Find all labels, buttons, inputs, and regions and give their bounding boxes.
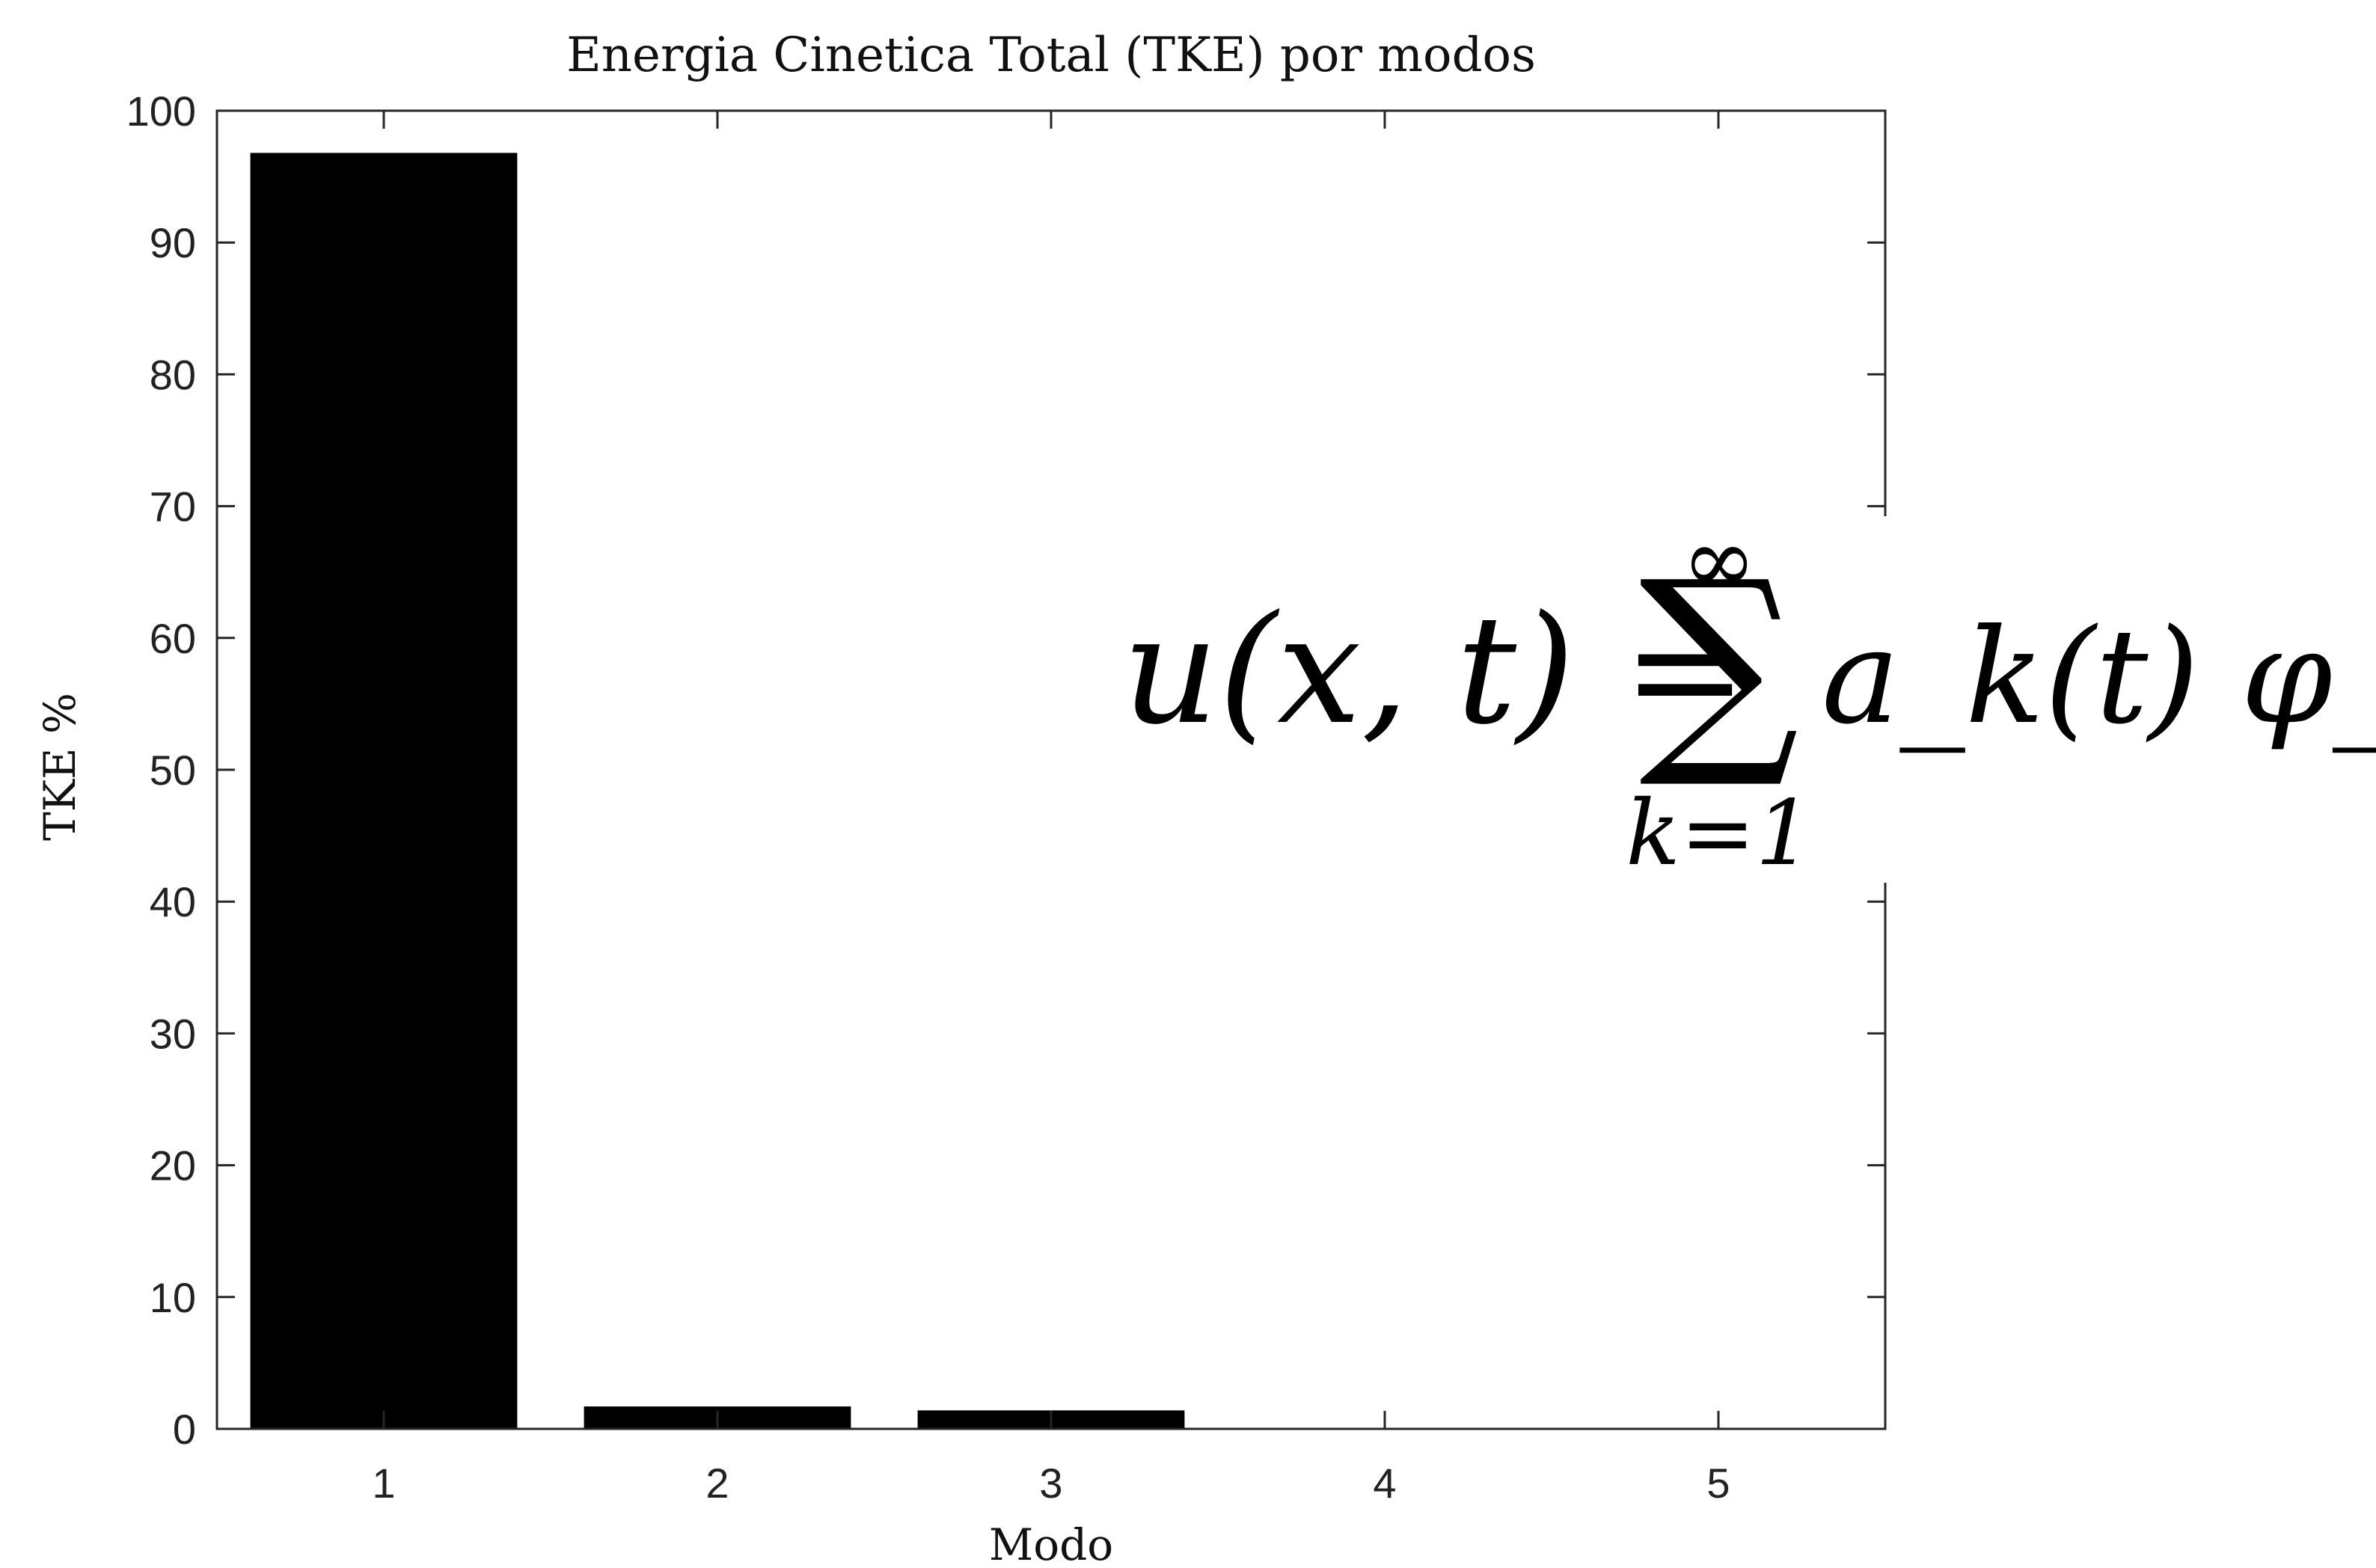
y-tick-label: 30 bbox=[150, 1010, 196, 1057]
chart-title: Energia Cinetica Total (TKE) por modos bbox=[566, 28, 1536, 83]
y-tick-label: 10 bbox=[150, 1274, 196, 1321]
y-tick-label: 80 bbox=[150, 351, 196, 398]
y-tick-label: 100 bbox=[126, 88, 196, 135]
equation-background bbox=[1107, 516, 2376, 883]
y-tick-label: 40 bbox=[150, 878, 196, 925]
y-axis-label: TKE % bbox=[34, 693, 85, 841]
x-tick-label: 3 bbox=[1039, 1460, 1062, 1507]
y-tick-label: 90 bbox=[150, 219, 196, 266]
equation-overlay: u(x, t) = ∑ ∞ k=1 a_k(t) φ_k(x) bbox=[1107, 509, 2376, 886]
x-tick-label: 5 bbox=[1706, 1460, 1730, 1507]
x-tick-label: 1 bbox=[372, 1460, 395, 1507]
equation-sum-symbol: ∑ bbox=[1639, 533, 1799, 794]
equation-rhs: a_k(t) φ_k(x) bbox=[1822, 601, 2376, 753]
equation-upper-limit: ∞ bbox=[1682, 509, 1757, 613]
y-tick-label: 0 bbox=[173, 1406, 196, 1453]
bars-group bbox=[250, 153, 1185, 1429]
y-tick-label: 20 bbox=[150, 1142, 196, 1189]
x-tick-label: 2 bbox=[705, 1460, 729, 1507]
equation-lower-limit: k=1 bbox=[1626, 782, 1813, 886]
bar-1 bbox=[250, 153, 518, 1429]
x-axis-label: Modo bbox=[989, 1519, 1113, 1568]
y-tick-label: 50 bbox=[150, 747, 196, 794]
equation-lhs: u(x, t) = bbox=[1122, 584, 1748, 758]
x-tick-label: 4 bbox=[1373, 1460, 1396, 1507]
y-tick-label: 60 bbox=[150, 615, 196, 662]
y-tick-label: 70 bbox=[150, 483, 196, 530]
